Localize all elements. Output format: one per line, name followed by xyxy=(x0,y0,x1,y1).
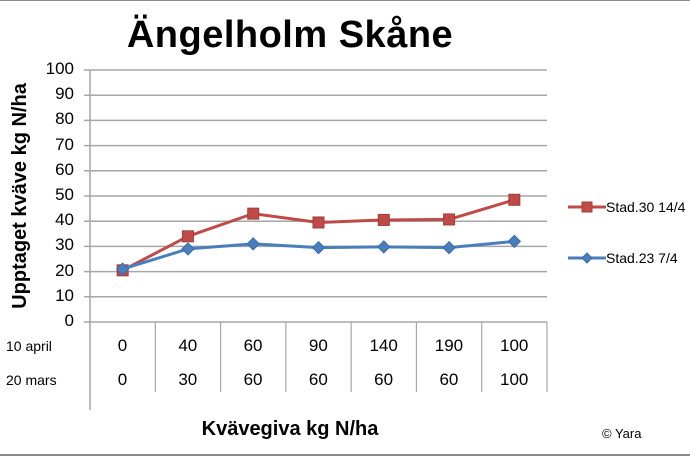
table-cell: 60 xyxy=(243,336,263,355)
table-cell: 0 xyxy=(117,336,128,355)
square-marker xyxy=(443,213,456,226)
row-label-20-mars: 20 mars xyxy=(6,372,57,388)
copyright-text: © Yara xyxy=(602,426,642,441)
series-line xyxy=(121,198,515,272)
table-cell: 190 xyxy=(434,336,464,355)
table-cell: 60 xyxy=(243,370,263,389)
diamond-marker xyxy=(377,240,391,254)
legend-item-stad30: Stad.30 14/4 xyxy=(568,198,685,216)
bottom-border xyxy=(0,454,690,456)
legend-label: Stad.30 14/4 xyxy=(606,199,686,215)
legend-item-stad23: Stad.23 7/4 xyxy=(568,249,678,267)
square-marker xyxy=(247,207,260,220)
y-tick-label: 90 xyxy=(55,84,74,104)
y-tick-label: 70 xyxy=(55,134,74,154)
table-cell: 60 xyxy=(374,370,394,389)
y-tick-label: 50 xyxy=(55,185,74,204)
x-axis-label: Kvävegiva kg N/ha xyxy=(201,418,379,440)
diamond-marker xyxy=(442,240,456,255)
y-tick-label: 0 xyxy=(64,311,74,330)
square-marker-icon xyxy=(568,201,606,213)
table-cell: 0 xyxy=(117,370,128,389)
row-label-10-april: 10 april xyxy=(6,338,52,354)
y-tick-label: 100 xyxy=(45,59,74,78)
table-cell: 90 xyxy=(308,336,328,355)
legend-label: Stad.23 7/4 xyxy=(606,250,678,266)
square-marker xyxy=(181,230,194,243)
diamond-marker-icon xyxy=(568,252,606,264)
table-cell: 100 xyxy=(500,370,529,389)
table-cell: 140 xyxy=(369,336,398,355)
y-tick-label: 40 xyxy=(55,210,74,230)
diamond-marker xyxy=(181,242,195,256)
square-marker xyxy=(508,193,521,206)
chart-title: Ängelholm Skåne xyxy=(126,14,454,56)
y-tick-label: 80 xyxy=(55,109,74,129)
diamond-marker xyxy=(115,262,130,276)
square-marker xyxy=(312,216,325,229)
top-border xyxy=(0,0,690,1)
y-tick-label: 30 xyxy=(55,235,74,255)
table-cell: 30 xyxy=(178,370,198,389)
table-cell: 60 xyxy=(308,370,328,389)
table-cell: 100 xyxy=(500,336,529,355)
y-tick-label: 10 xyxy=(55,285,74,305)
y-tick-label: 60 xyxy=(55,159,74,179)
table-cell: 40 xyxy=(178,336,198,355)
y-tick-label: 20 xyxy=(55,260,74,280)
square-marker xyxy=(377,213,390,226)
diamond-marker xyxy=(246,237,260,251)
table-cell: 60 xyxy=(439,370,459,389)
diamond-marker xyxy=(507,234,522,249)
diamond-marker xyxy=(311,240,326,255)
